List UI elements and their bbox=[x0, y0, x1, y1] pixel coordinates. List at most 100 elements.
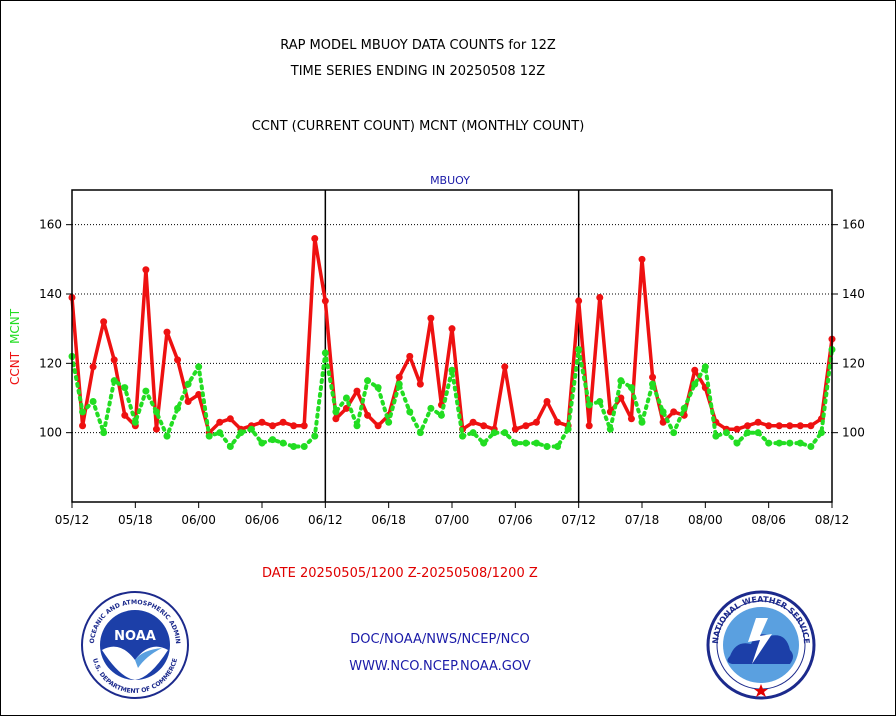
data-point-ccnt bbox=[279, 418, 287, 426]
data-point-ccnt bbox=[469, 418, 477, 426]
x-tick-label: 05/12 bbox=[55, 513, 90, 527]
data-point-mcnt bbox=[480, 439, 488, 447]
data-point-mcnt bbox=[469, 429, 477, 437]
grid-layer bbox=[72, 190, 832, 502]
data-point-ccnt bbox=[796, 422, 804, 430]
data-point-ccnt bbox=[226, 415, 234, 423]
x-tick-label: 07/18 bbox=[625, 513, 660, 527]
data-point-mcnt bbox=[311, 432, 319, 440]
data-point-ccnt bbox=[786, 422, 794, 430]
data-point-mcnt bbox=[532, 439, 540, 447]
x-tick-label: 06/06 bbox=[245, 513, 280, 527]
data-point-ccnt bbox=[501, 363, 509, 371]
data-point-mcnt bbox=[427, 404, 435, 412]
data-point-mcnt bbox=[205, 432, 213, 440]
data-point-ccnt bbox=[290, 422, 298, 430]
data-point-mcnt bbox=[79, 408, 87, 416]
data-point-ccnt bbox=[596, 293, 604, 301]
data-point-mcnt bbox=[131, 418, 139, 426]
data-point-mcnt bbox=[279, 439, 287, 447]
data-point-mcnt bbox=[649, 380, 657, 388]
y-tick-label-left: 120 bbox=[39, 356, 62, 370]
series-layer bbox=[68, 235, 836, 451]
data-point-ccnt bbox=[659, 418, 667, 426]
data-point-mcnt bbox=[121, 384, 129, 392]
noaa-logo-icon: NATIONAL OCEANIC AND ATMOSPHERIC ADMINIS… bbox=[80, 590, 189, 699]
data-point-mcnt bbox=[416, 429, 424, 437]
data-point-mcnt bbox=[765, 439, 773, 447]
data-point-mcnt bbox=[269, 436, 277, 444]
data-point-ccnt bbox=[670, 408, 678, 416]
data-point-mcnt bbox=[511, 439, 519, 447]
org-label: DOC/NOAA/NWS/NCEP/NCO bbox=[350, 632, 530, 647]
data-point-mcnt bbox=[448, 366, 456, 374]
data-point-ccnt bbox=[258, 418, 266, 426]
y-tick-label-left: 100 bbox=[39, 426, 62, 440]
data-point-mcnt bbox=[522, 439, 530, 447]
data-point-mcnt bbox=[247, 425, 255, 433]
data-point-ccnt bbox=[353, 387, 361, 395]
url-link[interactable]: WWW.NCO.NCEP.NOAA.GOV bbox=[349, 659, 531, 674]
data-point-mcnt bbox=[807, 443, 815, 451]
data-point-mcnt bbox=[374, 384, 382, 392]
data-point-ccnt bbox=[152, 425, 160, 433]
data-point-mcnt bbox=[627, 384, 635, 392]
data-point-mcnt bbox=[754, 429, 762, 437]
chart-subtitle-date: TIME SERIES ENDING IN 20250508 12Z bbox=[290, 64, 546, 79]
data-point-ccnt bbox=[543, 397, 551, 405]
data-point-ccnt bbox=[754, 418, 762, 426]
data-point-ccnt bbox=[617, 394, 625, 402]
x-tick-label: 06/12 bbox=[308, 513, 343, 527]
data-point-ccnt bbox=[406, 352, 414, 360]
y-axis-label: CCNT MCNT bbox=[8, 308, 22, 385]
data-point-ccnt bbox=[300, 422, 308, 430]
data-point-mcnt bbox=[606, 425, 614, 433]
data-point-ccnt bbox=[142, 266, 150, 274]
data-point-ccnt bbox=[321, 297, 329, 305]
data-point-mcnt bbox=[680, 404, 688, 412]
data-point-ccnt bbox=[554, 418, 562, 426]
data-point-mcnt bbox=[226, 443, 234, 451]
data-point-mcnt bbox=[744, 429, 752, 437]
data-point-ccnt bbox=[585, 422, 593, 430]
data-point-ccnt bbox=[733, 425, 741, 433]
data-point-ccnt bbox=[121, 411, 129, 419]
x-tick-label: 06/00 bbox=[181, 513, 216, 527]
data-point-ccnt bbox=[269, 422, 277, 430]
data-point-mcnt bbox=[152, 408, 160, 416]
data-point-ccnt bbox=[100, 318, 108, 326]
data-point-mcnt bbox=[290, 443, 298, 451]
y-tick-label-right: 120 bbox=[842, 356, 865, 370]
data-point-mcnt bbox=[543, 443, 551, 451]
data-point-ccnt bbox=[374, 422, 382, 430]
data-point-mcnt bbox=[817, 429, 825, 437]
data-point-mcnt bbox=[501, 429, 509, 437]
data-point-mcnt bbox=[691, 380, 699, 388]
y-axis-label-mcnt: MCNT bbox=[8, 308, 22, 344]
data-point-mcnt bbox=[459, 432, 467, 440]
y-tick-label-left: 160 bbox=[39, 218, 62, 232]
x-tick-label: 05/18 bbox=[118, 513, 153, 527]
y-axis-label-ccnt: CCNT bbox=[8, 351, 22, 385]
plot-frame bbox=[71, 189, 833, 503]
x-tick-label: 07/00 bbox=[435, 513, 470, 527]
data-point-ccnt bbox=[575, 297, 583, 305]
data-point-mcnt bbox=[786, 439, 794, 447]
plot-subtitle: MBUOY bbox=[430, 174, 470, 187]
data-point-ccnt bbox=[395, 373, 403, 381]
data-point-ccnt bbox=[332, 415, 340, 423]
data-point-ccnt bbox=[480, 422, 488, 430]
date-range-label: DATE 20250505/1200 Z-20250508/1200 Z bbox=[262, 566, 538, 581]
data-point-mcnt bbox=[342, 394, 350, 402]
data-point-mcnt bbox=[385, 418, 393, 426]
y-tick-label-right: 160 bbox=[842, 218, 865, 232]
y-tick-label-right: 140 bbox=[842, 287, 865, 301]
chart-title: RAP MODEL MBUOY DATA COUNTS for 12Z bbox=[280, 38, 556, 53]
axis-layer: 100 100 120 120 140 140 160 160 05/12 05/18 06/00 0… bbox=[8, 174, 865, 527]
data-point-mcnt bbox=[406, 408, 414, 416]
data-point-ccnt bbox=[184, 397, 192, 405]
data-point-mcnt bbox=[490, 429, 498, 437]
data-point-ccnt bbox=[775, 422, 783, 430]
data-point-ccnt bbox=[427, 314, 435, 322]
data-point-mcnt bbox=[712, 432, 720, 440]
